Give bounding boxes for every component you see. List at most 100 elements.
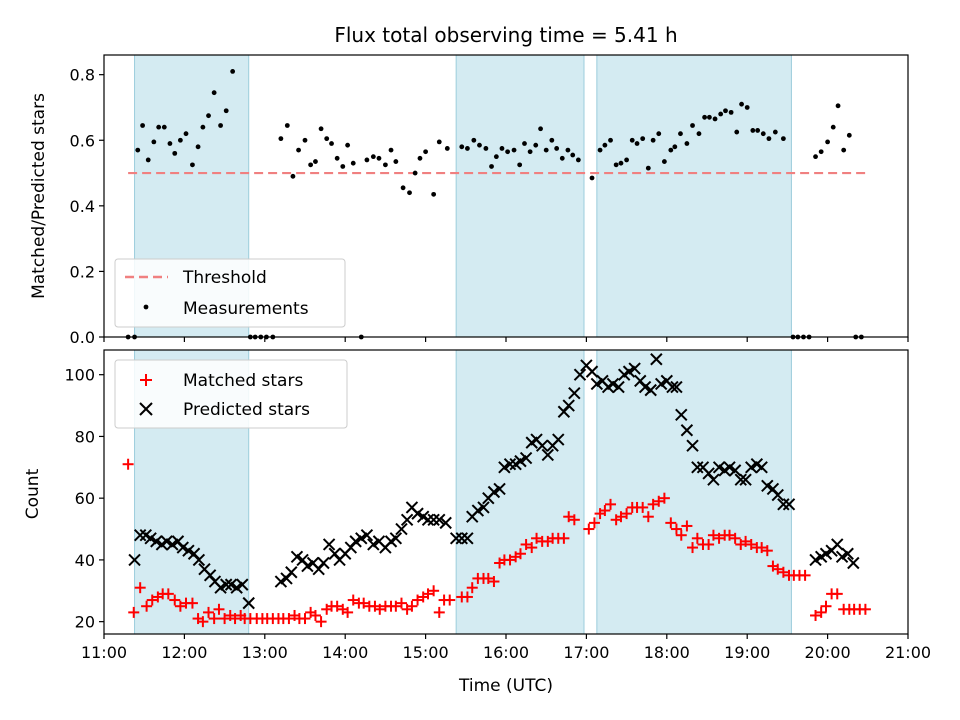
predicted-point-61 (493, 482, 506, 496)
matched-point-104 (703, 538, 715, 550)
matched-point-109 (729, 532, 741, 544)
predicted-point-12 (192, 553, 206, 567)
matched-point-0 (122, 458, 134, 470)
count-points (122, 353, 871, 628)
matched-point-85 (599, 505, 611, 517)
top-shade-1 (455, 54, 585, 338)
matched-point-82 (583, 523, 595, 535)
predicted-point-74 (562, 399, 575, 412)
x-tick-label-3: 14:00 (322, 643, 368, 662)
measurement-point-6 (156, 124, 162, 130)
matched-point-106 (713, 532, 725, 544)
predicted-point-110 (755, 461, 768, 474)
top-y-axis-label: Matched/Predicted stars (29, 93, 49, 299)
measurement-point-115 (813, 154, 818, 160)
measurement-point-57 (477, 142, 482, 148)
x-axis-label: Time (UTC) (458, 676, 553, 696)
matched-point-100 (681, 520, 693, 532)
chart-title: Flux total observing time = 5.41 h (334, 23, 677, 47)
measurement-point-66 (527, 149, 533, 155)
measurement-point-48 (412, 170, 418, 176)
bottom-legend: Matched stars Predicted stars (114, 359, 348, 429)
matched-point-13 (197, 616, 209, 628)
measurement-point-15 (206, 113, 211, 119)
measurement-point-4 (145, 157, 151, 163)
measurement-point-26 (284, 123, 290, 128)
predicted-point-115 (782, 498, 796, 511)
predicted-point-58 (477, 501, 490, 514)
top-legend-box (114, 258, 346, 328)
predicted-point-94 (670, 380, 683, 394)
measurement-point-118 (830, 124, 836, 130)
measurement-point-77 (597, 147, 603, 153)
measurement-point-40 (364, 157, 370, 163)
measurement-point-91 (672, 144, 678, 150)
matched-point-40 (342, 606, 354, 618)
matched-point-98 (670, 523, 682, 535)
measurement-point-98 (712, 116, 718, 122)
predicted-point-113 (771, 488, 784, 502)
measurement-point-27 (290, 173, 296, 179)
predicted-point-86 (628, 362, 641, 375)
matched-point-35 (315, 616, 327, 628)
matched-point-46 (374, 603, 386, 615)
measurement-point-8 (167, 141, 173, 146)
matched-point-43 (358, 597, 370, 609)
predicted-point-89 (644, 383, 657, 397)
matched-point-3 (141, 600, 153, 612)
predicted-point-98 (691, 461, 704, 474)
measurement-point-18 (223, 108, 229, 114)
measurement-point-54 (459, 144, 465, 150)
x-tick-label-5: 16:00 (483, 643, 529, 662)
measurement-point-85 (640, 136, 646, 142)
predicted-point-107 (739, 473, 752, 486)
matched-point-117 (772, 563, 784, 575)
predicted-point-54 (455, 532, 468, 545)
x-tick-label-8: 19:00 (724, 643, 770, 662)
measurement-point-79 (608, 137, 613, 143)
matched-point-108 (724, 529, 736, 541)
measurement-point-61 (499, 146, 505, 151)
measurement-point-87 (650, 137, 656, 143)
matched-point-56 (428, 585, 440, 597)
predicted-point-69 (535, 439, 549, 452)
measurement-point-72 (559, 155, 565, 161)
x-tick-label-4: 15:00 (403, 643, 449, 662)
bottom-shade-2 (596, 349, 792, 635)
top-legend: Threshold Measurements (114, 258, 346, 328)
x-tick-label-2: 13:00 (242, 643, 288, 662)
matched-point-32 (299, 613, 311, 625)
x-tick-label-10: 21:00 (885, 643, 931, 662)
matched-point-118 (777, 566, 789, 578)
matched-point-69 (504, 554, 516, 566)
x-axis: 11:00 12:00 13:00 14:00 15:00 16:00 17:00 18:00… (81, 634, 931, 662)
predicted-point-38 (360, 529, 374, 542)
measurement-point-71 (554, 146, 560, 151)
measurement-point-34 (329, 141, 334, 146)
predicted-point-1 (133, 529, 147, 542)
measurement-point-107 (760, 131, 766, 137)
measurement-point-78 (602, 142, 608, 148)
matched-point-74 (531, 532, 543, 544)
measurement-point-35 (334, 155, 340, 161)
measurement-point-94 (690, 123, 695, 128)
measurement-point-28 (296, 147, 301, 153)
measurement-point-29 (302, 137, 308, 143)
matched-point-2 (134, 582, 146, 594)
legend-predicted-swatch (139, 402, 153, 416)
measurement-point-68 (538, 126, 543, 132)
matched-point-62 (466, 582, 478, 594)
measurement-point-65 (522, 141, 527, 146)
bottom-panel: 20 40 60 80 100 11:00 12:00 13:00 14:00 15:00 16:… (23, 349, 931, 696)
measurement-point-74 (570, 152, 576, 158)
top-y-tick-label-3: 0.6 (70, 131, 95, 150)
matched-point-15 (208, 613, 220, 625)
matched-point-93 (642, 511, 654, 523)
matched-point-99 (675, 529, 687, 541)
measurement-point-104 (744, 105, 750, 110)
measurement-point-83 (629, 137, 635, 143)
x-tick-label-6: 17:00 (563, 643, 609, 662)
matched-point-83 (588, 517, 600, 529)
measurement-point-67 (533, 142, 539, 148)
